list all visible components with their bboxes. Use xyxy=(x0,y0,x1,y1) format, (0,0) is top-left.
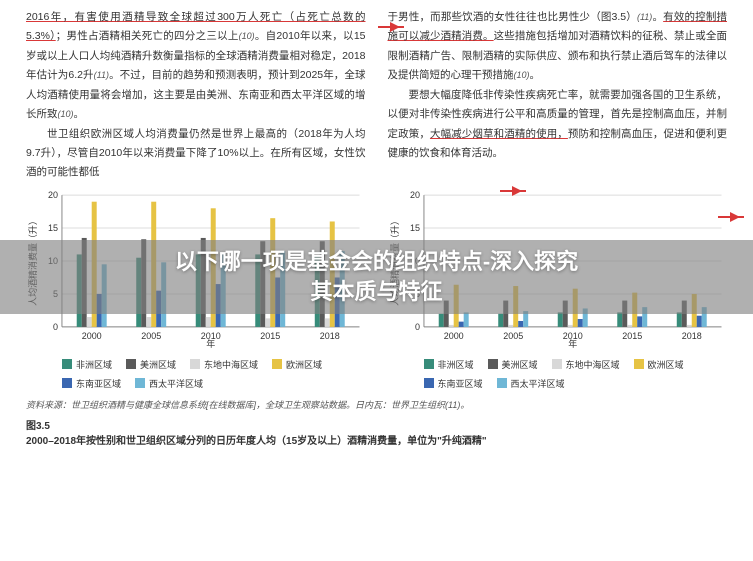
legend-item: 东地中海区域 xyxy=(552,358,620,371)
legend-item: 美洲区域 xyxy=(488,358,538,371)
right-para-2: 要想大幅度降低非传染性疾病死亡率，就需要加强各国的卫生系统，以便对非传染性疾病进… xyxy=(388,86,728,164)
legend-label: 非洲区域 xyxy=(438,358,474,371)
legend-label: 非洲区域 xyxy=(76,358,112,371)
bar xyxy=(458,321,463,326)
bar xyxy=(567,325,572,327)
annotation-arrow xyxy=(500,190,526,192)
svg-text:0: 0 xyxy=(414,322,419,332)
left-para-1: 2016年，有害使用酒精导致全球超过300万人死亡（占死亡总数的5.3%）；男性… xyxy=(26,8,366,125)
legend-item: 西太平洋区域 xyxy=(497,377,565,390)
bar xyxy=(518,321,523,327)
body-text-columns: 2016年，有害使用酒精导致全球超过300万人死亡（占死亡总数的5.3%）；男性… xyxy=(0,0,753,183)
right-para-1: 于男性，而那些饮酒的女性往往也比男性少（图3.5）(11)。有效的控制措施可以减… xyxy=(388,8,728,86)
bar xyxy=(637,316,642,327)
legend-right: 非洲区域 美洲区域 东地中海区域 欧洲区域东南亚区域 西太平洋区域 xyxy=(388,354,728,390)
svg-text:2018: 2018 xyxy=(681,331,701,341)
legend-item: 美洲区域 xyxy=(126,358,176,371)
svg-text:2018: 2018 xyxy=(320,331,340,341)
right-column: 于男性，而那些饮酒的女性往往也比男性少（图3.5）(11)。有效的控制措施可以减… xyxy=(388,8,728,183)
legend-item: 西太平洋区域 xyxy=(135,377,203,390)
legend-swatch xyxy=(126,359,136,369)
bar xyxy=(577,319,582,327)
bar xyxy=(676,312,681,326)
legend-label: 东地中海区域 xyxy=(566,358,620,371)
legend-swatch xyxy=(424,359,434,369)
bar xyxy=(627,325,632,327)
legend-swatch xyxy=(634,359,644,369)
legend-item: 欧洲区域 xyxy=(634,358,684,371)
legend-label: 东南亚区域 xyxy=(438,377,483,390)
svg-text:2005: 2005 xyxy=(141,331,161,341)
svg-text:年: 年 xyxy=(568,338,577,349)
legend-swatch xyxy=(62,359,72,369)
footer: 资料来源：世卫组织酒精与健康全球信息系统[在线数据库]，全球卫生观察站数据。日内… xyxy=(0,390,753,447)
svg-text:2015: 2015 xyxy=(622,331,642,341)
legend-item: 欧洲区域 xyxy=(272,358,322,371)
legend-swatch xyxy=(488,359,498,369)
legend-item: 非洲区域 xyxy=(424,358,474,371)
figure-caption: 2000–2018年按性别和世卫组织区域分列的日历年度人均（15岁及以上）酒精消… xyxy=(26,432,727,447)
svg-text:0: 0 xyxy=(53,322,58,332)
legend-item: 非洲区域 xyxy=(62,358,112,371)
legend-left: 非洲区域 美洲区域 东地中海区域 欧洲区域东南亚区域 西太平洋区域 xyxy=(26,354,366,390)
legend-label: 东南亚区域 xyxy=(76,377,121,390)
legend-swatch xyxy=(62,378,72,388)
bar xyxy=(498,314,503,327)
legend-label: 西太平洋区域 xyxy=(149,377,203,390)
legend-swatch xyxy=(552,359,562,369)
svg-text:15: 15 xyxy=(409,223,419,233)
bar xyxy=(325,318,330,327)
legend-swatch xyxy=(424,378,434,388)
bar xyxy=(617,312,622,326)
svg-text:2000: 2000 xyxy=(443,331,463,341)
svg-text:2015: 2015 xyxy=(260,331,280,341)
legend-item: 东地中海区域 xyxy=(190,358,258,371)
overlay-title-line2: 其本质与特征 xyxy=(310,277,442,307)
legend-swatch xyxy=(190,359,200,369)
bar xyxy=(463,312,468,326)
annotation-arrow xyxy=(378,26,404,28)
left-column: 2016年，有害使用酒精导致全球超过300万人死亡（占死亡总数的5.3%）；男性… xyxy=(26,8,366,183)
legend-swatch xyxy=(497,378,507,388)
bar xyxy=(265,318,270,327)
svg-text:15: 15 xyxy=(48,223,58,233)
bar xyxy=(206,317,211,327)
underline-span: 大幅减少烟草和酒精的使用， xyxy=(430,128,568,140)
svg-text:2000: 2000 xyxy=(82,331,102,341)
overlay-title-line1: 以下哪一项是基金会的组织特点-深入探究 xyxy=(175,247,578,277)
bar xyxy=(508,325,513,327)
bar xyxy=(686,325,691,327)
legend-label: 西太平洋区域 xyxy=(511,377,565,390)
figure-number: 图3.5 xyxy=(26,417,727,432)
bar xyxy=(87,317,92,327)
bar xyxy=(557,312,562,326)
legend-label: 东地中海区域 xyxy=(204,358,258,371)
legend-label: 欧洲区域 xyxy=(286,358,322,371)
legend-swatch xyxy=(272,359,282,369)
source-line: 资料来源：世卫组织酒精与健康全球信息系统[在线数据库]，全球卫生观察站数据。日内… xyxy=(26,398,727,411)
bar xyxy=(438,314,443,327)
svg-text:20: 20 xyxy=(409,190,419,200)
legend-label: 美洲区域 xyxy=(140,358,176,371)
svg-text:20: 20 xyxy=(48,190,58,200)
overlay-banner: 以下哪一项是基金会的组织特点-深入探究 其本质与特征 xyxy=(0,240,753,314)
legend-label: 美洲区域 xyxy=(502,358,538,371)
left-para-2: 世卫组织欧洲区域人均消费量仍然是世界上最高的（2018年为人均9.7升），尽管自… xyxy=(26,125,366,183)
legend-swatch xyxy=(135,378,145,388)
bar xyxy=(146,317,151,327)
svg-text:2005: 2005 xyxy=(503,331,523,341)
annotation-arrow xyxy=(718,216,744,218)
legend-label: 欧洲区域 xyxy=(648,358,684,371)
bar xyxy=(696,316,701,327)
legend-item: 东南亚区域 xyxy=(424,377,483,390)
legend-item: 东南亚区域 xyxy=(62,377,121,390)
svg-text:年: 年 xyxy=(206,338,215,349)
bar xyxy=(448,325,453,327)
